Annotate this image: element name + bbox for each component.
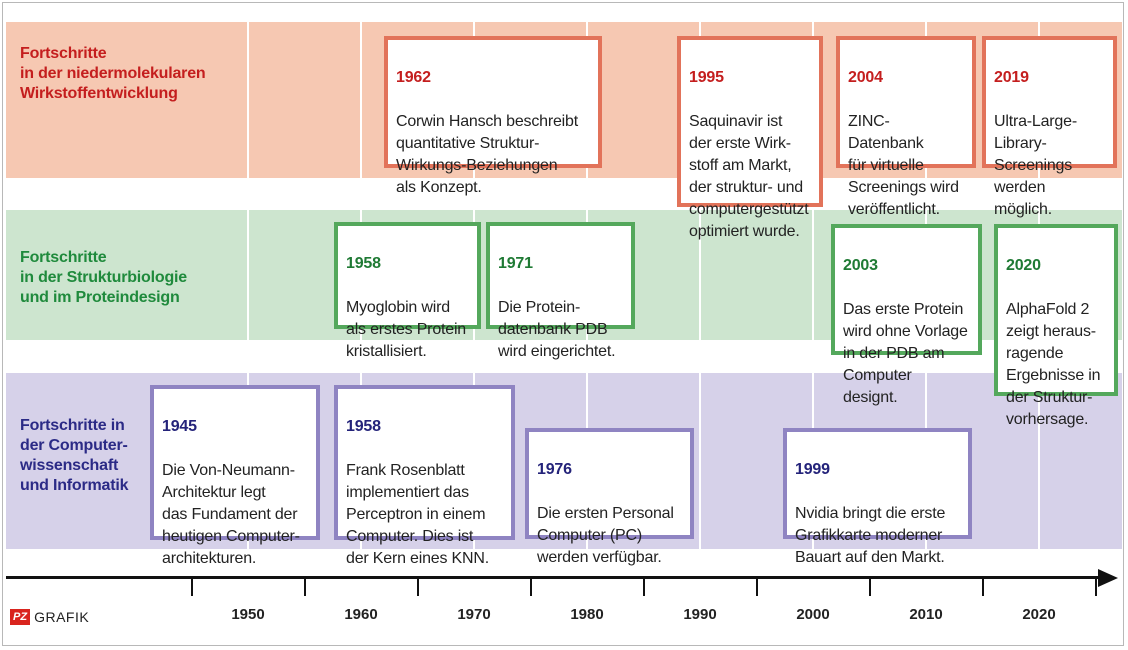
axis-tick — [1095, 578, 1097, 596]
event-year: 2020 — [1006, 257, 1041, 274]
event-card-1971-pdb: 1971 Die Protein- datenbank PDB wird ein… — [486, 222, 635, 360]
event-card-2019-ull-screening: 2019 Ultra-Large- Library- Screenings we… — [982, 36, 1117, 218]
event-card-2003-protein-design: 2003 Das erste Protein wird ohne Vorlage… — [831, 224, 982, 406]
event-year: 1958 — [346, 255, 381, 272]
axis-label-1980: 1980 — [570, 606, 604, 623]
event-card-2020-alphafold: 2020 AlphaFold 2 zeigt heraus- ragende E… — [994, 224, 1118, 428]
event-text: Das erste Protein wird ohne Vorlage in d… — [843, 301, 968, 406]
band-label-computer-science: Fortschritte in der Computer- wissenscha… — [20, 417, 129, 494]
axis-tick — [417, 578, 419, 596]
event-year: 2004 — [848, 69, 883, 86]
event-card-1999-nvidia: 1999 Nvidia bringt die erste Grafikkarte… — [783, 428, 972, 566]
event-text: Corwin Hansch beschreibt quantitative St… — [396, 113, 578, 196]
axis-tick — [643, 578, 645, 596]
axis-label-2010: 2010 — [909, 606, 943, 623]
gridline-2000 — [812, 22, 814, 549]
event-card-1945-von-neumann: 1945 Die Von-Neumann- Architektur legt d… — [150, 385, 320, 567]
axis-label-1950: 1950 — [231, 606, 265, 623]
event-card-1995-saquinavir: 1995 Saquinavir ist der erste Wirk- stof… — [677, 36, 823, 240]
axis-tick — [191, 578, 193, 596]
event-text: ZINC-Datenbank für virtuelle Screenings … — [848, 113, 959, 218]
pz-logo-text: GRAFIK — [34, 609, 90, 625]
event-year: 1995 — [689, 69, 724, 86]
event-text: Die Protein- datenbank PDB wird eingeric… — [498, 299, 616, 360]
pz-grafik-logo: PZ GRAFIK — [10, 609, 89, 625]
event-text: Nvidia bringt die erste Grafikkarte mode… — [795, 505, 946, 566]
event-text: Frank Rosenblatt implementiert das Perce… — [346, 462, 489, 567]
event-year: 1976 — [537, 461, 572, 478]
event-text: Die Von-Neumann- Architektur legt das Fu… — [162, 462, 300, 567]
event-card-1962-hansch: 1962 Corwin Hansch beschreibt quantitati… — [384, 36, 602, 196]
event-card-2004-zinc: 2004 ZINC-Datenbank für virtuelle Screen… — [836, 36, 976, 218]
band-label-structural-biology: Fortschritte in der Strukturbiologie und… — [20, 249, 187, 306]
gridline-1950 — [247, 22, 249, 549]
event-year: 1971 — [498, 255, 533, 272]
axis-label-1970: 1970 — [457, 606, 491, 623]
timeline-axis — [6, 576, 1100, 579]
event-year: 2003 — [843, 257, 878, 274]
axis-label-1990: 1990 — [683, 606, 717, 623]
axis-tick — [869, 578, 871, 596]
band-label-small-molecule: Fortschritte in der niedermolekularen Wi… — [20, 45, 206, 102]
axis-label-2000: 2000 — [796, 606, 830, 623]
event-year: 1962 — [396, 69, 431, 86]
gridline-1990 — [699, 22, 701, 549]
event-year: 1958 — [346, 418, 381, 435]
event-text: Myoglobin wird als erstes Protein krista… — [346, 299, 467, 360]
event-text: AlphaFold 2 zeigt heraus- ragende Ergebn… — [1006, 301, 1101, 428]
event-text: Saquinavir ist der erste Wirk- stoff am … — [689, 113, 809, 240]
event-text: Ultra-Large- Library- Screenings werden … — [994, 113, 1077, 218]
event-year: 2019 — [994, 69, 1029, 86]
axis-label-1960: 1960 — [344, 606, 378, 623]
axis-tick — [756, 578, 758, 596]
axis-label-2020: 2020 — [1022, 606, 1056, 623]
event-year: 1999 — [795, 461, 830, 478]
event-card-1958-perceptron: 1958 Frank Rosenblatt implementiert das … — [334, 385, 515, 567]
event-card-1958-myoglobin: 1958 Myoglobin wird als erstes Protein k… — [334, 222, 481, 360]
timeline-arrowhead — [1098, 569, 1118, 587]
event-card-1976-pc: 1976 Die ersten Personal Computer (PC) w… — [525, 428, 694, 566]
axis-tick — [982, 578, 984, 596]
event-text: Die ersten Personal Computer (PC) werden… — [537, 505, 674, 566]
pz-logo-mark: PZ — [10, 609, 31, 625]
event-year: 1945 — [162, 418, 197, 435]
axis-tick — [530, 578, 532, 596]
axis-tick — [304, 578, 306, 596]
